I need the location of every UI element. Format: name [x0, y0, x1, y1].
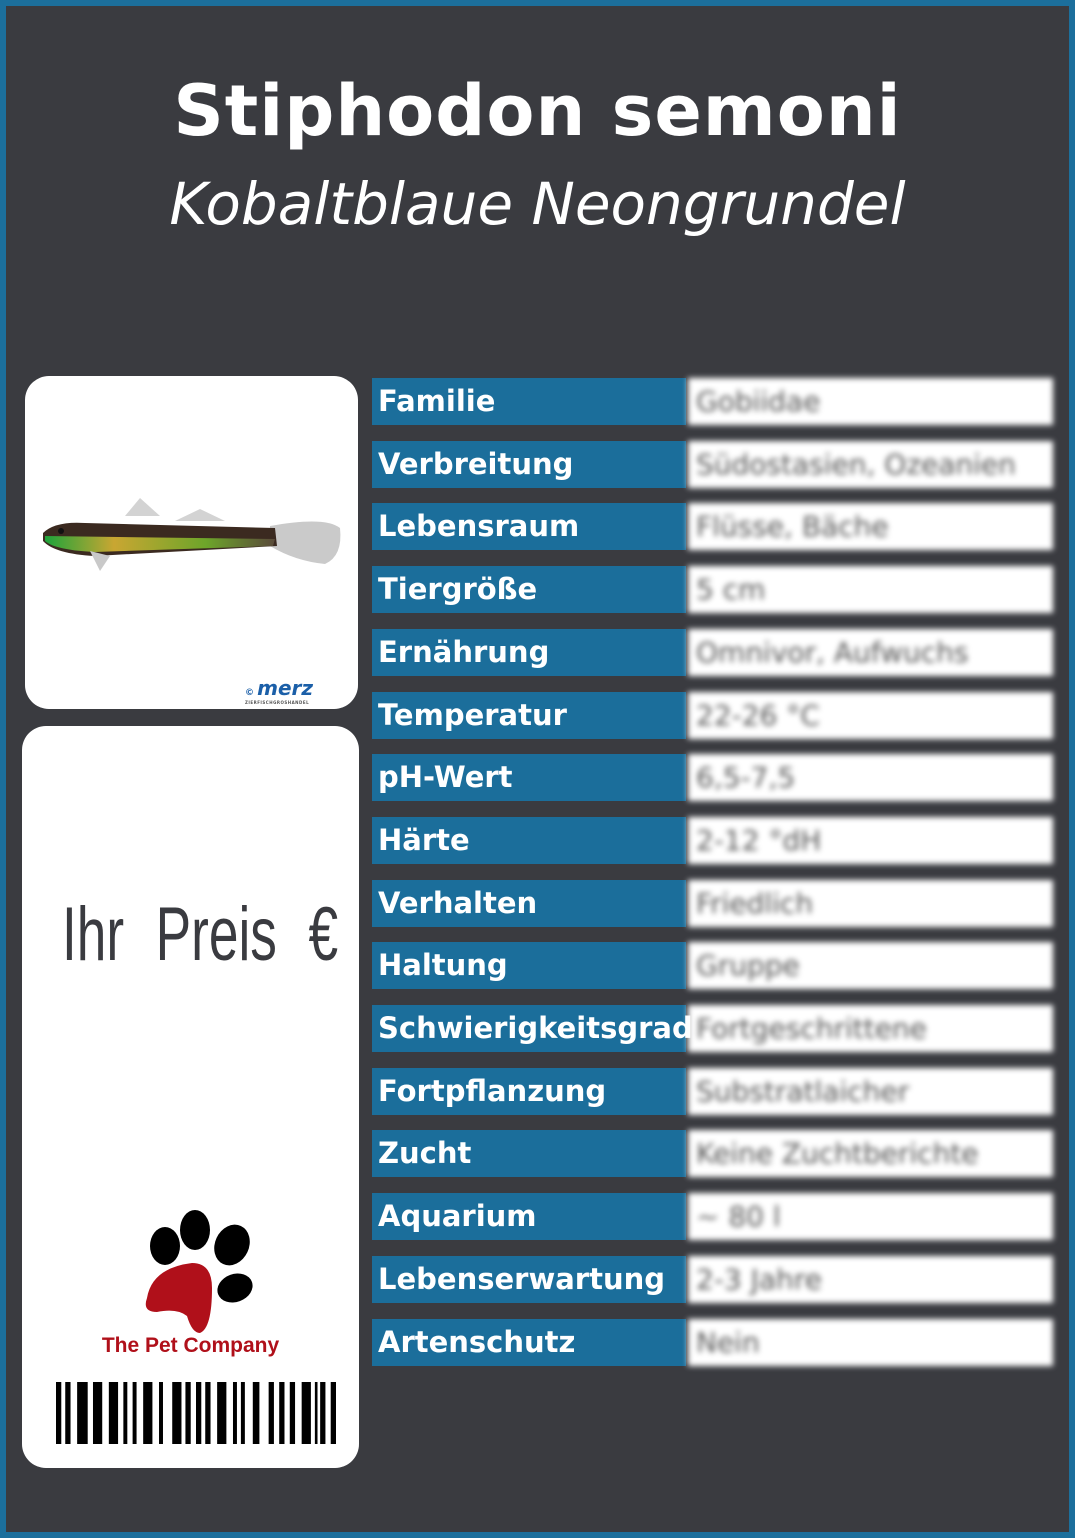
attribute-row: Lebenserwartung 2-3 Jahre [372, 1255, 1053, 1303]
attribute-label: Haltung [372, 942, 686, 990]
barcode-bar [205, 1382, 211, 1444]
barcode-bar [252, 1382, 260, 1444]
attribute-label: Fortpflanzung [372, 1067, 686, 1115]
attribute-label: Temperatur [372, 691, 686, 739]
barcode-bar [123, 1382, 128, 1444]
attribute-row: Schwierigkeitsgrad Fortgeschrittene [372, 1005, 1053, 1052]
fish-photo-card: © merz ZIERFISCHGROSHANDEL [25, 376, 358, 709]
barcode-bar [92, 1382, 103, 1444]
attribute-label: Verhalten [372, 879, 686, 927]
barcode-bar [301, 1382, 311, 1444]
barcode-bar [108, 1382, 119, 1444]
attribute-label: Ernährung [372, 628, 686, 676]
paw-logo-icon [145, 1210, 253, 1333]
attribute-value: Gruppe [688, 942, 1053, 990]
attribute-label: Verbreitung [372, 440, 686, 488]
attribute-row: pH-Wert 6,5-7,5 [372, 754, 1053, 802]
attribute-value: Omnivor, Aufwuchs [688, 628, 1053, 676]
attribute-label: pH-Wert [372, 754, 686, 802]
barcode-bar [330, 1382, 336, 1444]
barcode-bar [77, 1382, 88, 1444]
barcode-bar [279, 1382, 285, 1444]
barcode-bar [65, 1382, 71, 1444]
barcode-bar [172, 1382, 182, 1444]
attribute-row: Familie Gobiidae [372, 378, 1053, 425]
attribute-row: Ernährung Omnivor, Aufwuchs [372, 628, 1053, 676]
merz-logo: © merz ZIERFISCHGROSHANDEL [245, 676, 314, 705]
attribute-value: 6,5-7,5 [688, 754, 1053, 802]
attribute-row: Haltung Gruppe [372, 942, 1053, 990]
attribute-label: Artenschutz [372, 1318, 686, 1366]
attribute-value: Substratlaicher [688, 1067, 1053, 1115]
barcode-bar [159, 1382, 163, 1444]
brand-name: The Pet Company [101, 1334, 280, 1357]
attribute-label: Tiergröße [372, 566, 686, 614]
attribute-value: 22-26 °C [688, 691, 1053, 739]
attribute-label: Schwierigkeitsgrad [372, 1005, 693, 1052]
attribute-value: Fortgeschrittene [688, 1005, 1053, 1052]
attribute-row: Fortpflanzung Substratlaicher [372, 1067, 1053, 1115]
attribute-value: 2-3 Jahre [688, 1255, 1053, 1303]
attribute-label: Lebensraum [372, 503, 686, 551]
attribute-row: Artenschutz Nein [372, 1318, 1053, 1366]
attribute-row: Verbreitung Südostasien, Ozeanien [372, 440, 1053, 488]
attribute-label: Härte [372, 816, 686, 864]
attribute-row: Tiergröße 5 cm [372, 566, 1053, 614]
attribute-label: Aquarium [372, 1193, 686, 1241]
barcode-bar [314, 1382, 318, 1444]
species-common-name: Kobaltblaue Neongrundel [169, 170, 906, 238]
attribute-row: Zucht Keine Zuchtberichte [372, 1130, 1053, 1178]
barcode-bar [268, 1382, 274, 1444]
attribute-row: Temperatur 22-26 °C [372, 691, 1053, 739]
attribute-value: Keine Zuchtberichte [688, 1130, 1053, 1178]
barcode [56, 1382, 336, 1444]
attribute-label: Familie [372, 378, 686, 425]
barcode-bar [232, 1382, 237, 1444]
barcode-bar [132, 1382, 137, 1444]
attribute-value: Flüsse, Bäche [688, 503, 1053, 551]
price-card: Ihr Preis € The Pet Company [22, 726, 359, 1468]
barcode-bar [217, 1382, 227, 1444]
barcode-bar [143, 1382, 153, 1444]
attribute-row: Härte 2-12 °dH [372, 816, 1053, 864]
attribute-value: 5 cm [688, 566, 1053, 614]
attribute-value: Südostasien, Ozeanien [688, 440, 1053, 488]
barcode-bar [289, 1382, 296, 1444]
barcode-bar [196, 1382, 202, 1444]
attribute-label: Lebenserwartung [372, 1255, 686, 1303]
attribute-row: Lebensraum Flüsse, Bäche [372, 503, 1053, 551]
attribute-value: Gobiidae [688, 378, 1053, 425]
attribute-value: 2-12 °dH [688, 816, 1053, 864]
price-label: Ihr Preis € [62, 892, 339, 977]
attribute-value: Friedlich [688, 879, 1053, 927]
barcode-bar [240, 1382, 245, 1444]
attribute-row: Aquarium ~ 80 l [372, 1193, 1053, 1241]
barcode-bar [185, 1382, 191, 1444]
barcode-bar [320, 1382, 326, 1444]
attribute-value: ~ 80 l [688, 1193, 1053, 1241]
barcode-bar [56, 1382, 62, 1444]
attribute-label: Zucht [372, 1130, 686, 1178]
species-scientific-name: Stiphodon semoni [173, 70, 902, 152]
attribute-value: Nein [688, 1318, 1053, 1366]
fish-image [43, 498, 341, 571]
attribute-row: Verhalten Friedlich [372, 879, 1053, 927]
